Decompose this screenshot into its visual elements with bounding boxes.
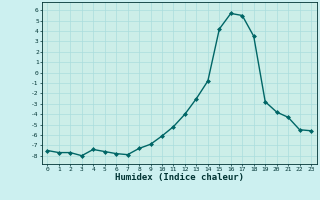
X-axis label: Humidex (Indice chaleur): Humidex (Indice chaleur) [115, 173, 244, 182]
